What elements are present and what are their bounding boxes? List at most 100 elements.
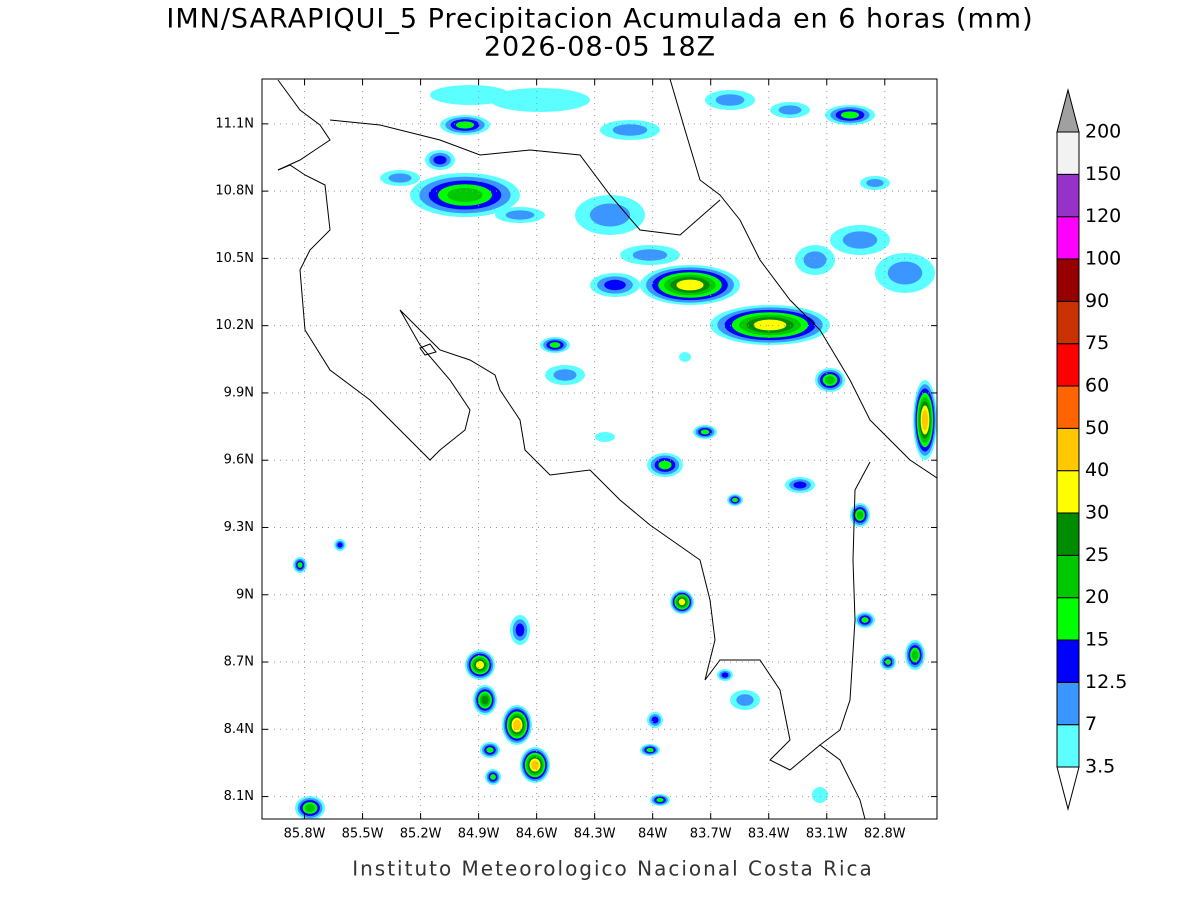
colorbar: 3.5 7 12.5 15 20 25 30 40 50 60 75 90 100 120 150 200 xyxy=(1056,88,1127,811)
title: IMN/SARAPIQUI_5 Precipitacion Acumulada … xyxy=(166,4,1033,35)
y-tick-label: 11.1N xyxy=(215,116,254,131)
colorbar-label: 75 xyxy=(1085,332,1109,354)
rain-cell xyxy=(656,797,664,803)
colorbar-over xyxy=(1056,88,1080,133)
y-tick-label: 9N xyxy=(236,587,254,602)
colorbar-label: 12.5 xyxy=(1085,671,1127,693)
colorbar-label: 50 xyxy=(1085,417,1109,439)
rain-cell xyxy=(803,251,827,269)
y-tick-label: 8.1N xyxy=(224,789,254,804)
colorbar-box xyxy=(1056,216,1080,260)
colorbar-box xyxy=(1056,258,1080,302)
pacific-coast xyxy=(277,164,866,819)
colorbar-label: 200 xyxy=(1085,121,1121,143)
x-tick-label: 84.3W xyxy=(574,827,616,842)
rain-cell xyxy=(486,747,494,753)
rain-cell xyxy=(679,352,691,362)
colorbar-label: 100 xyxy=(1085,248,1121,270)
rain-cell xyxy=(778,105,802,115)
colorbar-box xyxy=(1056,639,1080,683)
x-tick-label: 85.2W xyxy=(400,827,442,842)
colorbar-box xyxy=(1056,131,1080,175)
x-tick-label: 84.9W xyxy=(458,827,500,842)
rain-cell xyxy=(433,155,447,165)
rain-cell xyxy=(604,279,626,291)
x-tick-label: 84W xyxy=(638,827,668,842)
rain-cell xyxy=(861,617,869,623)
rain-cell xyxy=(658,460,672,470)
colorbar-box xyxy=(1056,173,1080,218)
rain-cell xyxy=(646,747,654,753)
colorbar-box xyxy=(1056,300,1080,345)
rain-cell xyxy=(447,187,483,203)
colorbar-box xyxy=(1056,597,1080,641)
colorbar-box xyxy=(1056,385,1080,429)
rain-cell xyxy=(732,497,738,503)
rain-cell xyxy=(812,787,828,803)
y-tick-label: 9.9N xyxy=(224,385,254,400)
rain-cell xyxy=(840,111,860,119)
rain-cell xyxy=(553,369,577,381)
rain-cell xyxy=(856,511,864,519)
panama-border xyxy=(819,461,871,746)
colorbar-box xyxy=(1056,343,1080,387)
y-tick-label: 10.8N xyxy=(215,184,254,199)
y-tick-label: 9.3N xyxy=(224,520,254,535)
y-tick-label: 10.2N xyxy=(215,318,254,333)
colorbar-box xyxy=(1056,470,1080,514)
nicaragua-border xyxy=(329,119,721,236)
colorbar-box xyxy=(1056,427,1080,472)
rain-cell xyxy=(531,760,539,770)
rain-cell xyxy=(490,774,496,780)
x-tick-label: 83.1W xyxy=(806,827,848,842)
rain-cell xyxy=(911,650,919,660)
rain-cell xyxy=(455,121,475,129)
colorbar-box xyxy=(1056,554,1080,599)
x-tick-label: 82.8W xyxy=(864,827,906,842)
rain-cell xyxy=(866,178,884,188)
coastlines xyxy=(277,79,937,819)
rain-cell xyxy=(721,672,729,678)
x-tick-label: 84.6W xyxy=(516,827,558,842)
rain-cell xyxy=(632,249,668,261)
colorbar-label: 120 xyxy=(1085,205,1121,227)
colorbar-label: 60 xyxy=(1085,375,1109,397)
y-tick-label: 8.4N xyxy=(224,722,254,737)
x-tick-label: 85.8W xyxy=(284,827,326,842)
rain-cell xyxy=(887,261,923,285)
x-tick-label: 85.5W xyxy=(342,827,384,842)
colorbar-label: 15 xyxy=(1085,629,1109,651)
rain-cell xyxy=(842,231,878,249)
rain-cell xyxy=(481,695,489,705)
map-frame xyxy=(261,78,938,820)
rain-cell xyxy=(337,542,343,548)
rain-cell xyxy=(505,210,535,220)
rain-cell xyxy=(490,88,590,112)
rain-cell xyxy=(736,694,754,706)
colorbar-under xyxy=(1056,766,1080,811)
colorbar-label: 40 xyxy=(1085,459,1109,481)
colorbar-label: 30 xyxy=(1085,502,1109,524)
rain-cell xyxy=(678,598,686,606)
x-tick-label: 83.7W xyxy=(690,827,732,842)
rain-cell xyxy=(825,376,835,384)
rain-cell xyxy=(297,562,303,568)
colorbar-label: 25 xyxy=(1085,544,1109,566)
colorbar-box xyxy=(1056,512,1080,556)
rain-cell xyxy=(475,660,485,670)
island xyxy=(419,343,437,356)
rain-cell xyxy=(715,94,745,106)
rain-cell xyxy=(753,319,787,331)
grid: 85.8W 85.5W 85.2W 84.9W 84.6W 84.3W 84W 83.7W 83… xyxy=(215,79,937,842)
y-tick-label: 8.7N xyxy=(224,655,254,670)
nicaragua-coast xyxy=(277,79,331,171)
rain-cell xyxy=(388,173,412,183)
footer: Instituto Meteorologico Nacional Costa R… xyxy=(352,857,874,881)
rain-cell xyxy=(793,481,807,489)
y-tick-label: 9.6N xyxy=(224,453,254,468)
rain-cell xyxy=(305,804,315,812)
precipitation-field xyxy=(293,85,937,819)
colorbar-box xyxy=(1056,681,1080,726)
rain-cell xyxy=(651,716,659,724)
